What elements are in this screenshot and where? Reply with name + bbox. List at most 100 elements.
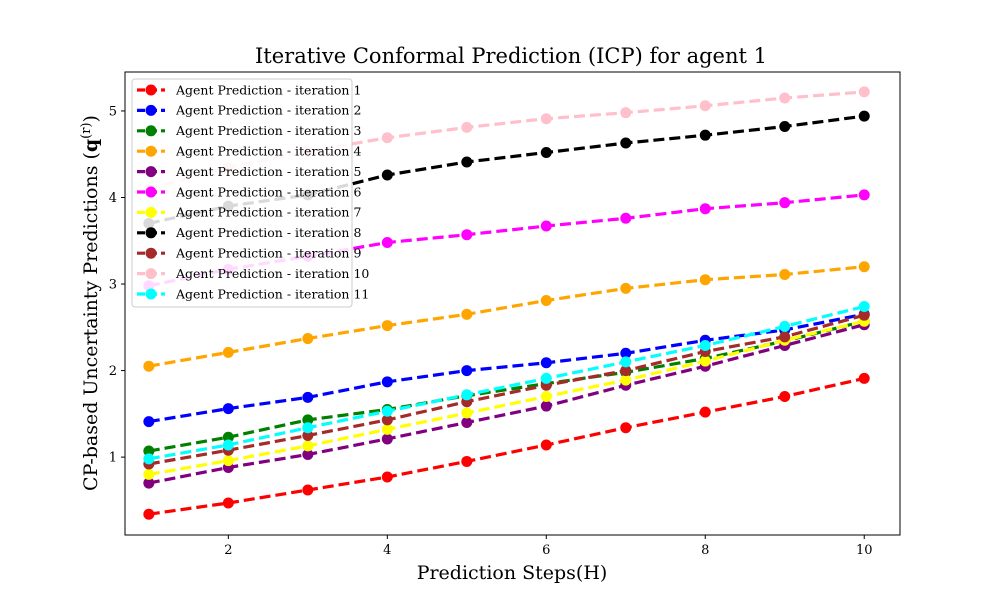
y-tick-label: 1 bbox=[109, 451, 117, 466]
data-point bbox=[143, 508, 155, 520]
data-point bbox=[222, 403, 234, 415]
data-point bbox=[699, 406, 711, 418]
data-point bbox=[779, 92, 791, 104]
data-point bbox=[381, 132, 393, 144]
data-point bbox=[461, 455, 473, 467]
y-tick-label: 5 bbox=[109, 104, 117, 119]
data-point bbox=[540, 357, 552, 369]
data-point bbox=[620, 107, 632, 119]
data-point bbox=[381, 169, 393, 181]
data-point bbox=[302, 391, 314, 403]
series-iteration-11 bbox=[143, 301, 870, 465]
data-point bbox=[540, 400, 552, 412]
data-point bbox=[620, 137, 632, 149]
plot-frame bbox=[124, 71, 901, 536]
legend-entry: Agent Prediction - iteration 2 bbox=[137, 103, 361, 118]
legend-label: Agent Prediction - iteration 1 bbox=[175, 82, 361, 97]
data-point bbox=[461, 416, 473, 428]
x-axis-ticks: 2 4 6 8 10 bbox=[224, 535, 873, 558]
legend-label: Agent Prediction - iteration 10 bbox=[175, 266, 369, 281]
data-point bbox=[699, 203, 711, 215]
data-point bbox=[222, 431, 234, 443]
series-iteration-1 bbox=[143, 372, 870, 520]
x-tick-label: 8 bbox=[701, 543, 709, 558]
legend-label: Agent Prediction - iteration 3 bbox=[175, 123, 361, 138]
legend-swatch-marker bbox=[145, 84, 157, 96]
series-line bbox=[148, 323, 865, 485]
data-point bbox=[222, 497, 234, 509]
data-point bbox=[540, 220, 552, 232]
data-point bbox=[461, 308, 473, 320]
legend-swatch-marker bbox=[145, 247, 157, 259]
data-point bbox=[302, 440, 314, 452]
legend-box bbox=[131, 78, 353, 308]
data-point bbox=[302, 429, 314, 441]
data-point bbox=[143, 453, 155, 465]
legend-entry: Agent Prediction - iteration 1 bbox=[137, 82, 361, 97]
data-point bbox=[143, 360, 155, 372]
data-point bbox=[381, 320, 393, 332]
legend-swatch-marker bbox=[145, 166, 157, 178]
data-point bbox=[540, 294, 552, 306]
data-point bbox=[779, 197, 791, 209]
data-point bbox=[620, 282, 632, 294]
data-point bbox=[461, 121, 473, 133]
legend-entry: Agent Prediction - iteration 6 bbox=[137, 184, 361, 199]
x-axis-label: Prediction Steps(H) bbox=[417, 562, 608, 584]
data-point bbox=[620, 356, 632, 368]
y-axis-label-q: q bbox=[80, 139, 102, 152]
data-point bbox=[699, 339, 711, 351]
data-point bbox=[143, 477, 155, 489]
legend-entry: Agent Prediction - iteration 4 bbox=[137, 144, 361, 159]
legend-swatch-marker bbox=[145, 125, 157, 137]
series-line bbox=[148, 376, 865, 516]
data-point bbox=[779, 331, 791, 343]
data-point bbox=[302, 414, 314, 426]
chart-title: Iterative Conformal Prediction (ICP) for… bbox=[255, 44, 767, 68]
legend-entry: Agent Prediction - iteration 7 bbox=[137, 205, 361, 220]
data-point bbox=[858, 309, 870, 321]
legend-swatch-marker bbox=[145, 206, 157, 218]
data-point bbox=[699, 274, 711, 286]
legend-entry: Agent Prediction - iteration 3 bbox=[137, 123, 361, 138]
data-point bbox=[858, 261, 870, 273]
data-point bbox=[699, 129, 711, 141]
series-line bbox=[148, 312, 865, 424]
legend-label: Agent Prediction - iteration 11 bbox=[175, 286, 369, 301]
legend-swatch-marker bbox=[145, 186, 157, 198]
legend-entry: Agent Prediction - iteration 10 bbox=[137, 266, 369, 281]
y-tick-label: 4 bbox=[109, 191, 117, 206]
data-point bbox=[222, 455, 234, 467]
legend-label: Agent Prediction - iteration 7 bbox=[175, 205, 361, 220]
data-point bbox=[381, 414, 393, 426]
data-point bbox=[381, 405, 393, 417]
data-point bbox=[461, 229, 473, 241]
y-axis-label-main: CP-based Uncertainty Predictions ( bbox=[80, 152, 102, 491]
data-point bbox=[620, 374, 632, 386]
data-point bbox=[779, 269, 791, 281]
series-line bbox=[148, 313, 865, 466]
data-point bbox=[540, 146, 552, 158]
series-line bbox=[148, 319, 865, 476]
legend-label: Agent Prediction - iteration 4 bbox=[175, 144, 361, 159]
data-point bbox=[858, 301, 870, 313]
data-point bbox=[858, 110, 870, 122]
x-tick-label: 2 bbox=[224, 543, 232, 558]
legend-entry: Agent Prediction - iteration 9 bbox=[137, 246, 361, 261]
legend-swatch-marker bbox=[145, 268, 157, 280]
data-point bbox=[302, 333, 314, 345]
legend-swatch-marker bbox=[145, 288, 157, 300]
data-point bbox=[699, 100, 711, 112]
data-point bbox=[779, 121, 791, 133]
series-line bbox=[148, 319, 865, 453]
data-point bbox=[381, 376, 393, 388]
series-line bbox=[148, 265, 865, 368]
data-point bbox=[540, 113, 552, 125]
data-point bbox=[699, 355, 711, 367]
data-point bbox=[302, 449, 314, 461]
series-iteration-4 bbox=[143, 261, 870, 372]
data-point bbox=[381, 423, 393, 435]
legend-entry: Agent Prediction - iteration 11 bbox=[137, 286, 369, 301]
x-tick-label: 6 bbox=[542, 543, 550, 558]
